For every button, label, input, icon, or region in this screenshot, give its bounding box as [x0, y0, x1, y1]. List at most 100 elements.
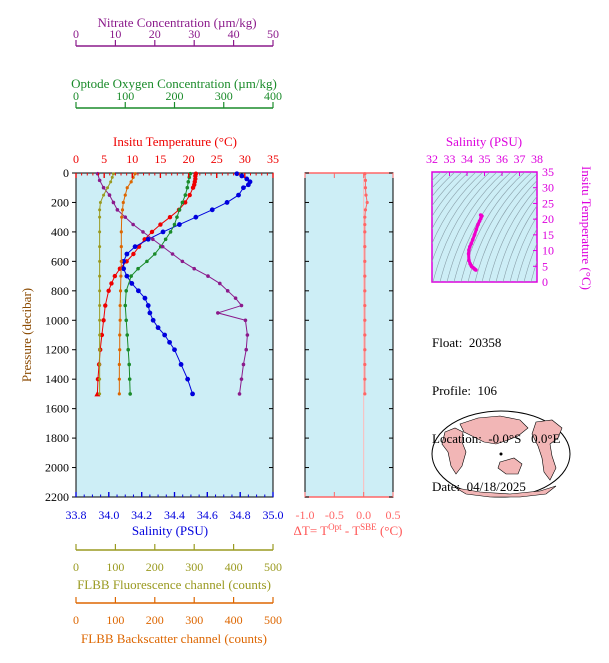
temperature-point: [187, 192, 192, 198]
ts-density-contour: [432, 172, 498, 282]
ts-density-contour: [523, 242, 537, 282]
salinity-point: [190, 391, 195, 397]
backscatter-point: [133, 172, 137, 176]
backscatter-point: [123, 193, 127, 197]
ts-temperature-tick-label: 0: [542, 275, 548, 289]
nitrate-point: [206, 274, 210, 278]
axes: 0200400600800100012001400160018002000220…: [45, 27, 554, 627]
delta-t-point: [363, 222, 367, 227]
temperature-tick-label: 25: [211, 152, 223, 166]
ts-density-contour: [432, 172, 484, 245]
pressure-tick-label: 1600: [45, 402, 69, 416]
oxygen-point: [172, 222, 177, 227]
fluorescence-point: [98, 200, 102, 204]
nitrate-tick-label: 0: [73, 27, 79, 41]
fluorescence-tick-label: 100: [106, 560, 124, 574]
float-location: Location: -0.0°S 0.0°E: [432, 431, 561, 446]
ts-temperature-tick-label: 10: [542, 244, 554, 258]
salinity-point: [145, 236, 151, 242]
temperature-point: [103, 303, 108, 308]
world-map-land-asia: [459, 415, 529, 445]
fluorescence-point: [106, 186, 110, 190]
backscatter-tick-label: 0: [73, 613, 79, 627]
ts-point: [474, 227, 479, 232]
delta-t-point: [363, 245, 367, 249]
world-map-land-americas: [531, 419, 563, 481]
delta-t-point: [363, 318, 367, 322]
backscatter-point: [118, 348, 122, 352]
nitrate-point: [218, 281, 222, 286]
nitrate-point: [131, 222, 135, 227]
delta-t-point: [363, 333, 367, 337]
ts-temperature-tick-label: 35: [542, 165, 554, 179]
backscatter-point: [119, 274, 123, 278]
axis-titles: Nitrate Concentration (µm/kg) Optode Oxy…: [19, 15, 594, 646]
backscatter-tick-label: 100: [106, 613, 124, 627]
delta-t-point: [363, 348, 367, 352]
ts-density-contours: [432, 172, 537, 282]
delta-t-point: [363, 186, 368, 190]
temperature-tick-label: 0: [73, 152, 79, 166]
oxygen-point: [129, 274, 133, 278]
salinity-point: [162, 332, 168, 338]
nitrate-point: [241, 362, 246, 367]
ts-series: [466, 213, 484, 272]
ts-temperature-tick-label: 5: [542, 259, 548, 273]
ts-point: [472, 233, 477, 237]
pressure-tick-label: 0: [63, 166, 69, 180]
salinity-point: [245, 182, 251, 188]
oxygen-point: [175, 215, 179, 219]
delta-t-point: [363, 289, 367, 293]
oxygen-point: [153, 252, 157, 256]
backscatter-tick-label: 500: [264, 613, 282, 627]
nitrate-point: [170, 252, 175, 256]
salinity-point: [147, 310, 153, 316]
fluorescence-point: [102, 193, 106, 197]
ts-point: [469, 241, 474, 246]
oxygen-tick-label: 200: [166, 89, 184, 103]
salinity-point: [121, 266, 127, 272]
salinity-point: [150, 317, 156, 323]
oxygen-point: [177, 208, 182, 212]
salinity-point: [236, 192, 241, 198]
nitrate-tick-label: 10: [109, 27, 121, 41]
backscatter-point: [121, 200, 125, 205]
salinity-series: [121, 171, 253, 397]
salinity-point: [239, 173, 245, 179]
ts-point: [470, 237, 475, 242]
ts-density-contour: [432, 172, 463, 207]
ts-salinity-tick-label: 32: [426, 152, 438, 166]
ts-point: [468, 261, 472, 266]
delta-t-point: [363, 274, 367, 278]
fluorescence-point: [98, 333, 102, 337]
ts-salinity-tick-label: 36: [496, 152, 508, 166]
ts-point: [466, 251, 471, 256]
temperature-tick-label: 10: [126, 152, 138, 166]
pressure-tick-label: 600: [51, 254, 69, 268]
nitrate-point: [111, 200, 116, 205]
fluorescence-tick-label: 500: [264, 560, 282, 574]
pressure-tick-label: 2000: [45, 461, 69, 475]
ts-density-contour: [509, 215, 537, 282]
fluorescence-point: [98, 274, 102, 278]
backscatter-series: [117, 172, 137, 396]
salinity-tick-label: 34.2: [131, 508, 152, 522]
oxygen-point: [183, 193, 188, 197]
oxygen-point: [163, 237, 168, 242]
nitrate-point: [151, 237, 155, 242]
ts-density-contour: [460, 172, 526, 282]
salinity-point: [244, 176, 250, 182]
backscatter-point: [119, 230, 123, 234]
salinity-tick-label: 34.4: [164, 508, 185, 522]
ts-point: [476, 222, 480, 227]
nitrate-point: [97, 178, 102, 183]
fluorescence-tick-label: 400: [225, 560, 243, 574]
delta-t-tick-label: -0.5: [325, 508, 344, 522]
delta-t-series: [363, 172, 369, 396]
delta-t-tick-label: 0.5: [386, 508, 401, 522]
nitrate-point: [141, 230, 145, 234]
delta-t-point: [363, 303, 367, 308]
oxygen-point: [127, 377, 132, 381]
oxygen-point: [145, 259, 149, 264]
delta-t-tick-label: 0.0: [356, 508, 371, 522]
